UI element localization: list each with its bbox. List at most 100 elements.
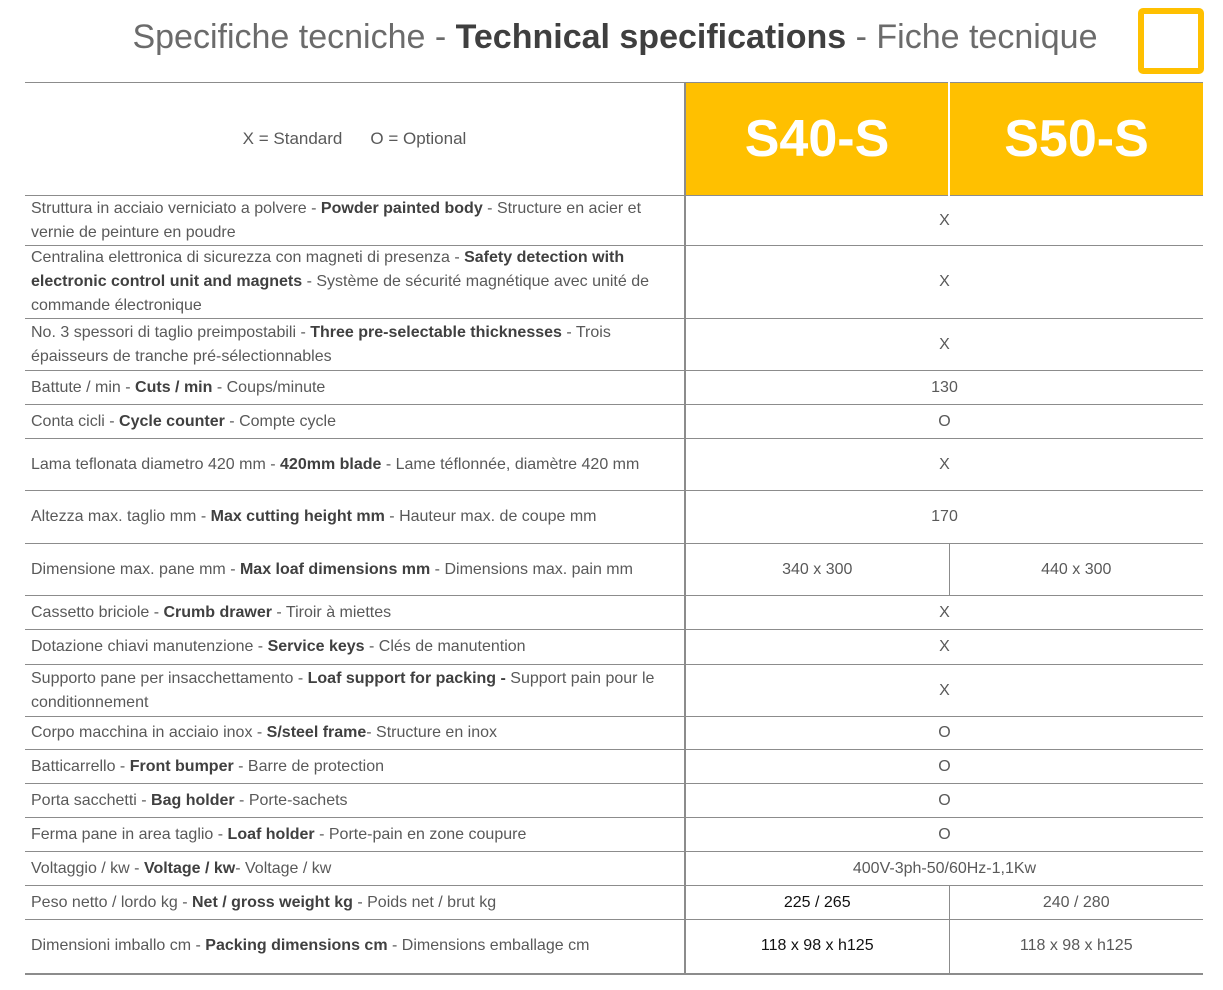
spec-description: Porta sacchetti - Bag holder - Porte-sac… (25, 783, 686, 818)
spec-desc-it: Cassetto briciole - (31, 603, 164, 621)
spec-description: Dimensioni imballo cm - Packing dimensio… (25, 919, 686, 975)
spec-desc-en: Net / gross weight kg (191, 893, 353, 911)
spec-row: Struttura in acciaio verniciato a polver… (25, 195, 1203, 246)
spec-desc-it: Conta cicli - (31, 412, 120, 430)
spec-description: Battute / min - Cuts / min - Coups/minut… (25, 370, 686, 405)
spec-desc-en: Three pre-selectable thicknesses (310, 323, 562, 341)
model-header-s50: S50-S (948, 82, 1203, 196)
model-header-s40: S40-S (684, 82, 949, 196)
spec-desc-fr: Support pain pour le conditionnement (31, 669, 655, 711)
spec-desc-it: Porta sacchetti - (31, 791, 152, 809)
spec-row: Batticarrello - Front bumper - Barre de … (25, 749, 1203, 784)
spec-desc-it: Dimensioni imballo cm - (31, 937, 206, 955)
spec-description: Struttura in acciaio verniciato a polver… (25, 195, 686, 246)
spec-value: O (685, 817, 1203, 852)
spec-description: Peso netto / lordo kg - Net / gross weig… (25, 885, 686, 920)
spec-desc-it: No. 3 spessori di taglio preimpostabili … (31, 323, 311, 341)
spec-desc-en: Voltage / kw (143, 859, 236, 877)
spec-row: Centralina elettronica di sicurezza con … (25, 245, 1203, 319)
spec-row: Peso netto / lordo kg - Net / gross weig… (25, 885, 1203, 920)
spec-value: X (685, 629, 1203, 665)
spec-desc-en: Front bumper (129, 757, 234, 775)
spec-value-s40: 225 / 265 (685, 885, 950, 920)
spec-desc-fr: - Porte-sachets (234, 791, 348, 809)
spec-description: Batticarrello - Front bumper - Barre de … (25, 749, 686, 784)
spec-desc-fr: - Hauteur max. de coupe mm (384, 508, 597, 525)
spec-desc-fr: - Dimensions max. pain mm (430, 560, 633, 578)
spec-desc-fr: - Lame téflonnée, diamètre 420 mm (381, 455, 640, 473)
spec-desc-it: Voltaggio / kw - (31, 859, 144, 877)
spec-value-s50: 118 x 98 x h125 (949, 919, 1203, 975)
spec-description: Centralina elettronica di sicurezza con … (25, 245, 686, 319)
spec-desc-it: Altezza max. taglio mm - (31, 508, 211, 525)
spec-desc-en: Max loaf dimensions mm (239, 560, 431, 578)
spec-desc-en: Packing dimensions cm (205, 937, 388, 955)
spec-value-s50: 440 x 300 (949, 543, 1203, 596)
spec-value: O (685, 783, 1203, 818)
spec-row: Altezza max. taglio mm - Max cutting hei… (25, 490, 1203, 544)
spec-value-s40: 118 x 98 x h125 (685, 919, 950, 975)
brand-logo-square (1138, 8, 1204, 74)
spec-description: Voltaggio / kw - Voltage / kw- Voltage /… (25, 851, 686, 886)
legend-cell: X = Standard O = Optional (25, 82, 685, 196)
spec-description: Supporto pane per insacchettamento - Loa… (25, 664, 686, 717)
spec-row: Supporto pane per insacchettamento - Loa… (25, 664, 1203, 717)
spec-desc-fr: - Barre de protection (233, 757, 384, 775)
spec-desc-it: Dotazione chiavi manutenzione - (31, 638, 268, 655)
spec-desc-en: 420mm blade (280, 455, 382, 473)
spec-description: Cassetto briciole - Crumb drawer - Tiroi… (25, 595, 686, 630)
spec-desc-en: Bag holder (151, 791, 235, 809)
spec-desc-fr: - Clés de manutention (364, 638, 526, 655)
legend-optional: O = Optional (370, 129, 467, 148)
spec-desc-it: Struttura in acciaio verniciato a polver… (31, 199, 321, 217)
spec-row: Conta cicli - Cycle counter - Compte cyc… (25, 404, 1203, 439)
spec-desc-it: Corpo macchina in acciaio inox - (31, 724, 267, 741)
spec-value: X (685, 664, 1203, 717)
spec-desc-it: Dimensione max. pane mm - (31, 560, 240, 578)
spec-description: Altezza max. taglio mm - Max cutting hei… (25, 490, 686, 544)
spec-value-s50: 240 / 280 (949, 885, 1203, 920)
spec-desc-en: Loaf holder (227, 825, 315, 843)
spec-desc-fr: - Structure en acier et vernie de peintu… (31, 199, 642, 241)
spec-desc-it: Batticarrello - (31, 757, 130, 775)
spec-value: X (685, 595, 1203, 630)
spec-desc-it: Peso netto / lordo kg - (31, 893, 192, 911)
spec-desc-en: Service keys (267, 638, 365, 655)
spec-description: Dimensione max. pane mm - Max loaf dimen… (25, 543, 686, 596)
spec-value: X (685, 195, 1203, 246)
spec-row: Dimensioni imballo cm - Packing dimensio… (25, 919, 1203, 975)
spec-row: Porta sacchetti - Bag holder - Porte-sac… (25, 783, 1203, 818)
spec-desc-fr: - Dimensions emballage cm (387, 937, 590, 955)
spec-value-s40: 340 x 300 (685, 543, 950, 596)
spec-desc-en: Max cutting height mm (210, 508, 385, 525)
spec-desc-en: Cuts / min (135, 378, 213, 396)
spec-value: 400V-3ph-50/60Hz-1,1Kw (685, 851, 1203, 886)
spec-description: Dotazione chiavi manutenzione - Service … (25, 629, 686, 665)
spec-desc-it: Lama teflonata diametro 420 mm - (31, 455, 281, 473)
spec-row: Ferma pane in area taglio - Loaf holder … (25, 817, 1203, 852)
spec-desc-en: Crumb drawer (163, 603, 272, 621)
legend-standard: X = Standard (242, 129, 343, 148)
spec-value: O (685, 716, 1203, 750)
spec-value: X (685, 318, 1203, 371)
spec-description: Corpo macchina in acciaio inox - S/steel… (25, 716, 686, 750)
spec-desc-en: S/steel frame (266, 724, 367, 741)
spec-desc-en: Powder painted body (320, 199, 483, 217)
spec-row: Voltaggio / kw - Voltage / kw- Voltage /… (25, 851, 1203, 886)
spec-row: Dotazione chiavi manutenzione - Service … (25, 629, 1203, 665)
spec-description: Lama teflonata diametro 420 mm - 420mm b… (25, 438, 686, 491)
page-title: Specifiche tecniche - Technical specific… (132, 18, 1098, 56)
spec-desc-fr: - Compte cycle (224, 412, 336, 430)
spec-desc-fr: - Structure en inox (366, 724, 498, 741)
spec-table: X = Standard O = Optional S40-S S50-S Str… (25, 82, 1203, 975)
spec-description: No. 3 spessori di taglio preimpostabili … (25, 318, 686, 371)
spec-desc-fr: - Poids net / brut kg (352, 893, 497, 911)
spec-desc-fr: - Trois épaisseurs de tranche pré-sélect… (31, 323, 611, 365)
spec-desc-fr: - Système de sécurité magnétique avec un… (31, 273, 650, 314)
spec-desc-fr: - Coups/minute (212, 378, 326, 396)
spec-value: X (685, 245, 1203, 319)
spec-value: O (685, 749, 1203, 784)
spec-desc-fr: - Porte-pain en zone coupure (314, 825, 527, 843)
spec-row: No. 3 spessori di taglio preimpostabili … (25, 318, 1203, 371)
spec-row: Dimensione max. pane mm - Max loaf dimen… (25, 543, 1203, 596)
